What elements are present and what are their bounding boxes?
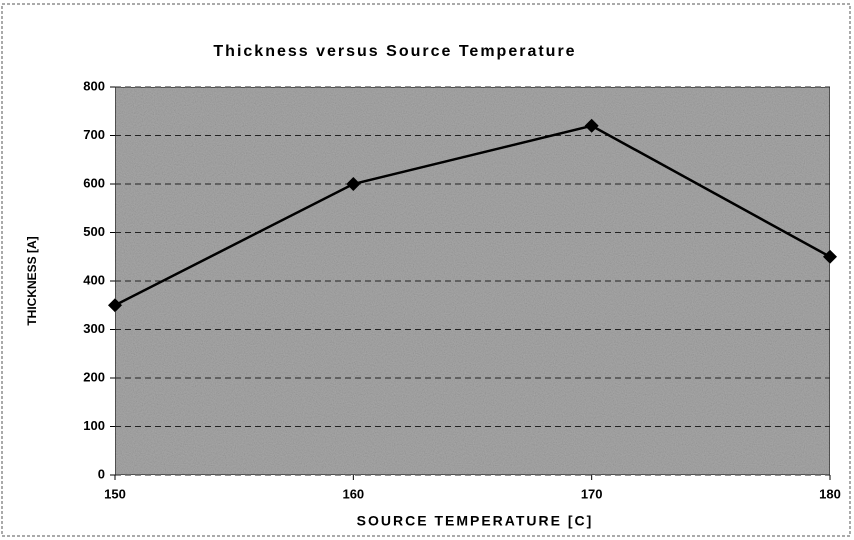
y-axis-label: THICKNESS [A] [25, 236, 39, 325]
x-axis-label: SOURCE TEMPERATURE [C] [357, 513, 594, 529]
y-tick-label: 800 [83, 78, 105, 93]
y-tick-label: 200 [83, 369, 105, 384]
y-tick-label: 400 [83, 272, 105, 287]
x-tick-label: 180 [819, 486, 841, 501]
data-point [823, 249, 837, 264]
x-tick-label: 170 [581, 486, 603, 501]
y-tick-label: 600 [83, 175, 105, 190]
y-tick-label: 0 [98, 466, 105, 481]
y-tick-label: 100 [83, 418, 105, 433]
data-point [108, 298, 122, 313]
x-tick-label: 150 [104, 486, 126, 501]
data-point [584, 118, 599, 133]
plot-area [114, 86, 831, 476]
data-line [114, 124, 831, 307]
x-tick-label: 160 [342, 486, 364, 501]
y-tick-label: 700 [83, 127, 105, 142]
data-point [346, 177, 361, 191]
chart-title: Thickness versus Source Temperature [213, 43, 576, 60]
y-tick-label: 300 [83, 321, 105, 336]
y-tick-label: 500 [83, 224, 105, 239]
